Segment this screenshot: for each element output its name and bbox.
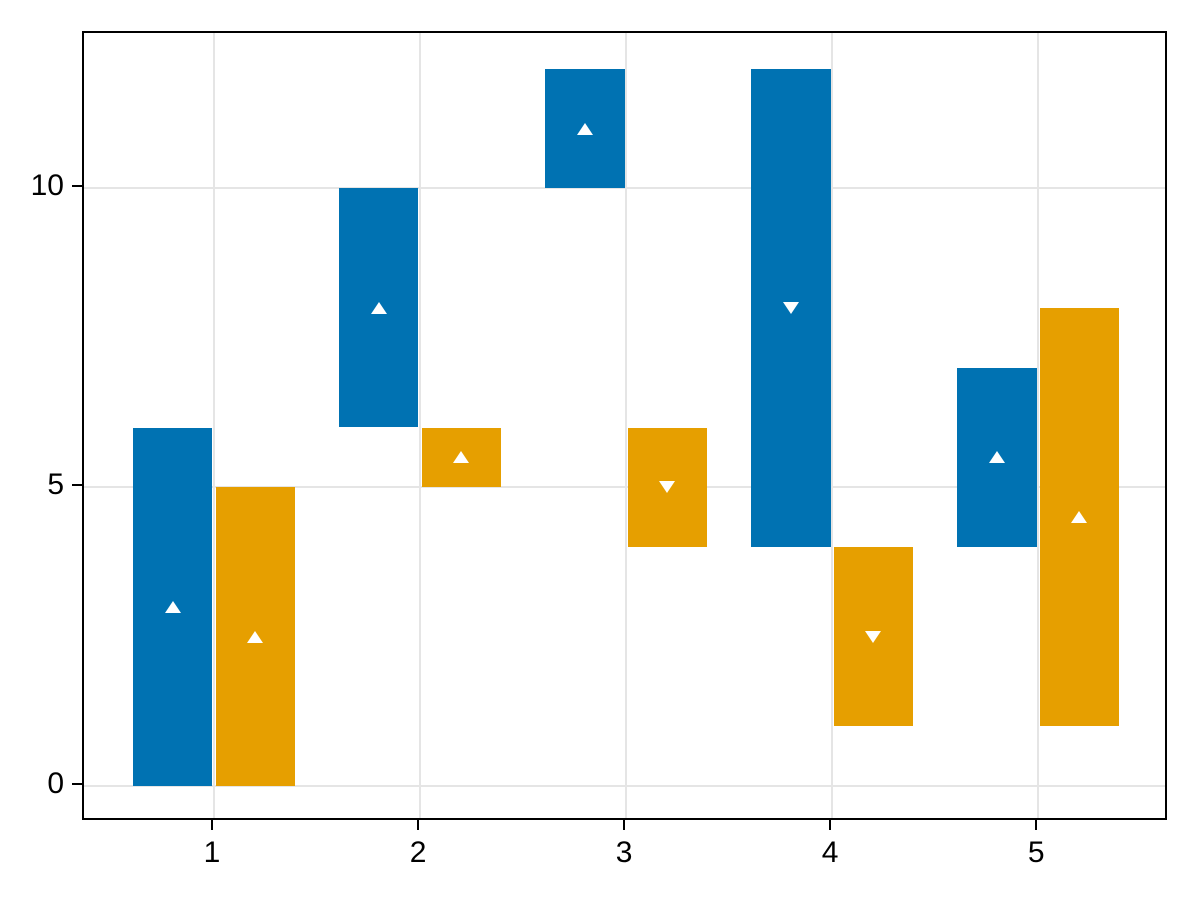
- y-gridline: [84, 785, 1165, 788]
- x-gridline: [419, 33, 422, 818]
- y-tick-label: 0: [47, 767, 64, 801]
- triangle-up-marker-icon: [164, 600, 181, 613]
- triangle-up-marker-icon: [988, 451, 1005, 464]
- y-axis-tick: [72, 783, 82, 786]
- triangle-up-marker-icon: [453, 451, 470, 464]
- x-axis-tick: [211, 820, 213, 830]
- x-tick-label: 1: [203, 836, 221, 869]
- y-tick-label: 5: [47, 468, 64, 502]
- x-tick-label: 2: [409, 836, 427, 869]
- x-tick-label: 4: [821, 836, 839, 869]
- x-gridline: [831, 33, 834, 818]
- x-tick-label: 5: [1027, 836, 1045, 869]
- x-axis-tick: [623, 820, 626, 830]
- x-gridline: [1037, 33, 1040, 818]
- y-gridline: [84, 187, 1165, 190]
- triangle-down-marker-icon: [782, 301, 799, 314]
- x-axis-tick: [829, 820, 832, 830]
- triangle-down-marker-icon: [865, 630, 882, 643]
- triangle-up-marker-icon: [370, 301, 387, 314]
- triangle-up-marker-icon: [576, 122, 593, 135]
- plot-area: [82, 31, 1167, 820]
- triangle-up-marker-icon: [247, 630, 264, 643]
- x-tick-label: 3: [615, 836, 633, 869]
- y-gridline: [84, 486, 1165, 489]
- triangle-up-marker-icon: [1071, 511, 1088, 524]
- x-gridline: [213, 33, 215, 818]
- triangle-down-marker-icon: [659, 481, 676, 494]
- x-gridline: [625, 33, 628, 818]
- y-axis-tick: [72, 185, 82, 188]
- y-axis-tick: [72, 484, 82, 487]
- y-tick-label: 10: [30, 169, 64, 203]
- x-axis-tick: [417, 820, 420, 830]
- x-axis-tick: [1035, 820, 1038, 830]
